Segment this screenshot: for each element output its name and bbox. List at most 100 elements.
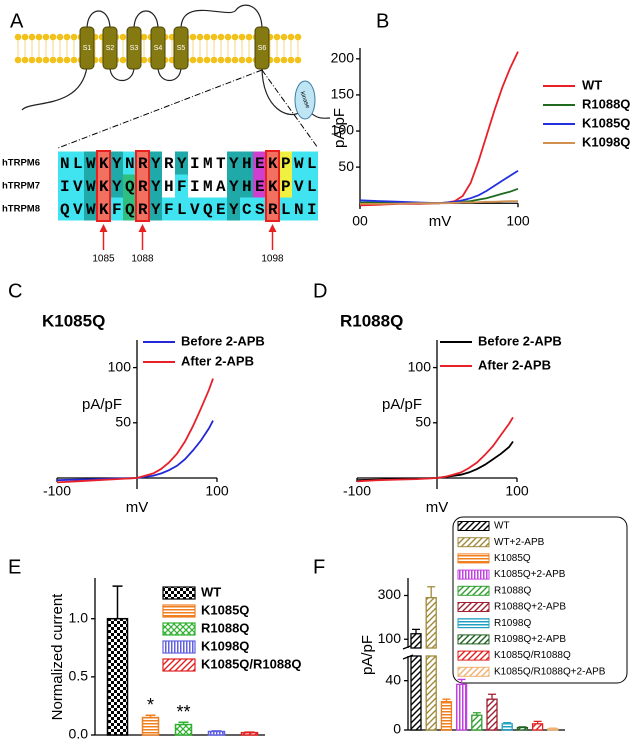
lipid-head xyxy=(35,33,43,41)
sequence-name: hTRPM6 xyxy=(2,158,40,169)
legend-label: WT+2-APB xyxy=(494,537,545,548)
lipid-head xyxy=(21,33,29,41)
legend-label: K1085Q/R1088Q xyxy=(494,650,571,661)
residue-bg xyxy=(175,197,188,221)
error-bar xyxy=(548,727,557,729)
lipid-head xyxy=(140,56,148,64)
y-tick-label: 100 xyxy=(108,358,132,374)
residue-bg xyxy=(136,197,149,221)
legend-label: K1085Q xyxy=(494,553,531,564)
residue-bg xyxy=(123,174,136,198)
error-bar xyxy=(427,586,436,598)
legend-swatch xyxy=(457,585,490,596)
legend-swatch xyxy=(162,586,196,600)
legend-label: K1098Q xyxy=(582,134,630,149)
lipid-head xyxy=(245,33,253,41)
sequence-name: hTRPM8 xyxy=(2,204,40,215)
panel-label: C xyxy=(8,280,22,302)
segment-label: S4 xyxy=(154,45,163,52)
arrow-head xyxy=(99,224,108,232)
error-bar xyxy=(112,585,123,619)
lipid-head xyxy=(119,56,127,64)
lipid-head xyxy=(189,56,197,64)
lipid-head xyxy=(70,56,78,64)
legend-swatch xyxy=(457,666,490,677)
residue-bg xyxy=(84,151,97,175)
x-tick-label: 00 xyxy=(352,213,368,229)
highlight-box xyxy=(265,150,280,222)
residue-bg xyxy=(292,174,305,198)
series-line xyxy=(356,416,514,483)
lipid-head xyxy=(231,33,239,41)
error-bar xyxy=(145,714,156,718)
y-axis-label: pA/pF xyxy=(331,108,348,148)
residue-bg xyxy=(253,197,266,221)
lipid-head xyxy=(14,56,22,64)
legend-label: Before 2-APB xyxy=(181,333,265,348)
residue-bg xyxy=(188,174,201,198)
panel-label: B xyxy=(376,10,389,32)
error-bar xyxy=(244,731,255,733)
chart-title: R1088Q xyxy=(340,311,403,330)
error-bar xyxy=(412,628,420,634)
transmembrane-segment xyxy=(173,26,189,70)
residue-bg xyxy=(266,174,279,198)
segment-label: S1 xyxy=(83,45,92,52)
residue-bg xyxy=(240,151,253,175)
transmembrane-segment xyxy=(102,26,118,70)
position-label: 1088 xyxy=(131,254,154,265)
bar xyxy=(425,655,437,731)
legend-label: R1088Q+2-APB xyxy=(494,602,566,613)
highlight-box xyxy=(96,150,111,222)
significance: ** xyxy=(176,702,190,722)
lipid-head xyxy=(231,56,239,64)
residue-bg xyxy=(162,197,175,221)
bar xyxy=(106,617,129,736)
bar xyxy=(547,728,559,731)
protein-chain xyxy=(21,4,331,119)
residue-bg xyxy=(149,151,162,175)
y-tick-label: 300 xyxy=(378,586,402,602)
lipid-head xyxy=(210,56,218,64)
residue-bg xyxy=(214,197,227,221)
lipid-head xyxy=(245,56,253,64)
lipid-head xyxy=(273,56,281,64)
residue-bg xyxy=(136,174,149,198)
y-tick-label: 1.0 xyxy=(69,609,89,625)
residue-bg xyxy=(110,197,123,221)
lipid-head xyxy=(196,33,204,41)
legend-label: R1098Q xyxy=(494,618,531,629)
segment-label: S5 xyxy=(177,45,186,52)
residue-bg xyxy=(149,174,162,198)
x-tick-label: -100 xyxy=(343,483,371,499)
arrow-head xyxy=(138,224,147,232)
residue-bg xyxy=(279,197,292,221)
lipid-head xyxy=(203,33,211,41)
legend-swatch xyxy=(162,640,196,654)
bar xyxy=(531,723,544,731)
legend-swatch xyxy=(457,634,490,645)
series-line xyxy=(359,169,519,205)
residue-bg xyxy=(292,197,305,221)
legend-label: WT xyxy=(201,584,221,599)
lipid-head xyxy=(217,56,225,64)
error-bar xyxy=(472,712,481,716)
lipid-head xyxy=(217,33,225,41)
lipid-head xyxy=(42,33,50,41)
panel-label: A xyxy=(10,10,24,32)
series-line xyxy=(359,51,519,207)
bar xyxy=(516,726,529,731)
lipid-head xyxy=(42,56,50,64)
residue-bg xyxy=(84,197,97,221)
residue-bg xyxy=(240,197,253,221)
lipid-head xyxy=(56,56,64,64)
legend-label: K1098Q xyxy=(201,638,249,653)
residue-bg xyxy=(110,151,123,175)
highlight-box xyxy=(135,150,150,222)
error-bar xyxy=(178,721,189,725)
lipid-head xyxy=(210,33,218,41)
residue-bg xyxy=(253,151,266,175)
lipid-head xyxy=(63,56,71,64)
legend-swatch xyxy=(162,604,196,618)
residue-bg xyxy=(71,151,84,175)
